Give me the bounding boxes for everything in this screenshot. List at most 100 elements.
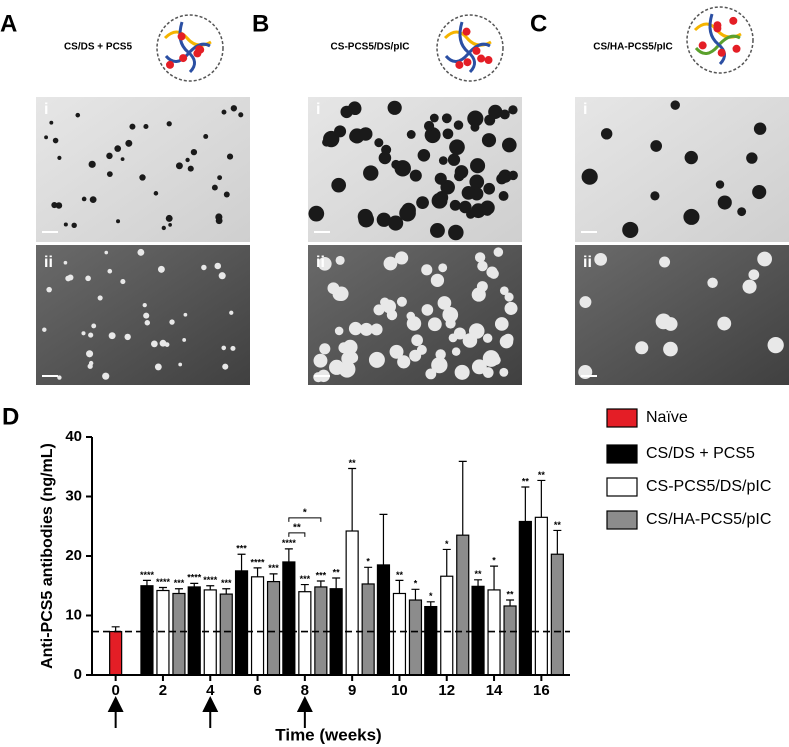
significance: ** [554, 520, 562, 530]
particle [230, 105, 238, 112]
error-bar [269, 573, 278, 582]
particle [387, 100, 402, 115]
particle [502, 333, 514, 345]
particle [81, 196, 87, 202]
micrograph-sem [36, 245, 250, 385]
bar [282, 561, 296, 676]
particle [482, 333, 493, 343]
schematic-dot [472, 46, 481, 55]
particle [169, 319, 175, 325]
x-tick-label: 4 [206, 682, 215, 699]
bar [361, 583, 375, 676]
sublabel: ii [44, 254, 53, 271]
particle [498, 191, 509, 201]
error-bar [174, 588, 183, 594]
particle [376, 212, 392, 227]
error-bar [237, 553, 246, 571]
schematic-dot [484, 56, 493, 65]
particle [55, 202, 63, 209]
particle [391, 159, 401, 170]
schematic-strand [164, 42, 211, 63]
particle [182, 338, 187, 342]
error-bar [284, 548, 293, 562]
particle [142, 302, 147, 308]
particle [214, 262, 222, 270]
particle [396, 296, 407, 307]
particle [757, 251, 772, 267]
error-bar [222, 588, 231, 595]
particle [501, 137, 517, 153]
particle [373, 304, 385, 316]
particle [748, 269, 760, 281]
error-bar [521, 486, 530, 522]
particle [42, 327, 47, 332]
particle [125, 139, 133, 147]
particle [397, 355, 411, 369]
significance: *** [221, 578, 232, 588]
particle [581, 168, 598, 185]
error-bar [490, 565, 499, 590]
particle [183, 312, 188, 317]
particle [116, 219, 121, 224]
legend-swatch [606, 477, 638, 497]
significance: *** [236, 544, 247, 554]
particle [451, 347, 461, 356]
significance: *** [300, 574, 311, 584]
particle [442, 306, 459, 323]
error-bar [142, 579, 151, 586]
particle [467, 110, 484, 127]
bar [266, 580, 281, 676]
particle [201, 264, 207, 271]
particle [57, 375, 62, 380]
particle [124, 333, 131, 341]
particle [327, 282, 340, 295]
bar [156, 589, 170, 676]
y-tick-label: 0 [74, 666, 82, 683]
particle [106, 171, 113, 178]
particle [482, 205, 493, 216]
bar [392, 592, 407, 676]
particle [717, 316, 732, 331]
particle [417, 149, 431, 162]
particle [374, 138, 384, 148]
particle [659, 256, 671, 268]
particle [448, 333, 458, 343]
particle [215, 213, 223, 221]
particle [600, 128, 613, 140]
particle [427, 317, 442, 332]
particle [477, 260, 488, 272]
particle [348, 321, 363, 336]
x-tick-label: 6 [253, 682, 261, 699]
schematic-dot [717, 48, 726, 57]
legend-label: Naïve [646, 409, 688, 426]
error-bar [364, 566, 373, 584]
schematic-dot [166, 60, 175, 69]
y-tick-label: 20 [65, 547, 82, 564]
particle [504, 292, 514, 302]
comparison-bracket [288, 517, 322, 522]
particle [370, 323, 383, 336]
particle [114, 145, 122, 152]
bar [298, 591, 312, 676]
particle [388, 215, 404, 231]
x-tick-label: 2 [159, 682, 167, 699]
sublabel: i [583, 101, 587, 118]
error-bar [348, 467, 357, 532]
panel-label: D [2, 403, 19, 430]
particle [157, 265, 165, 273]
sublabel: ii [316, 254, 325, 271]
particle [168, 223, 172, 227]
error-bar [442, 548, 451, 577]
particle [154, 363, 162, 371]
particle [143, 312, 150, 319]
particle [508, 105, 518, 115]
schematic-dot [732, 44, 741, 53]
particle [437, 296, 452, 310]
significance: ** [538, 470, 546, 480]
particle [717, 195, 732, 210]
particle [85, 275, 91, 282]
significance: *** [268, 563, 279, 573]
schematic-dot [463, 58, 472, 67]
particle [425, 368, 437, 380]
schematic-dot [462, 27, 471, 36]
